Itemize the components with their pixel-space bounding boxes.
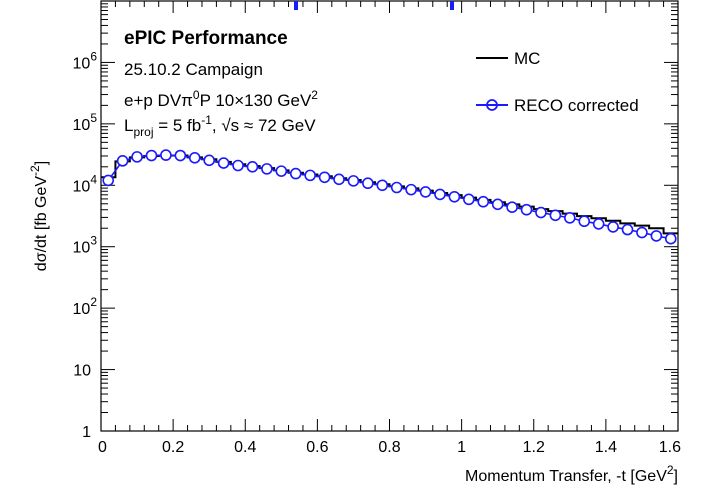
y-tick-label: 104 — [73, 172, 98, 195]
reco-marker — [232, 159, 244, 172]
x-tick-label: 0.2 — [162, 439, 184, 456]
reco-marker — [261, 163, 273, 175]
reco-marker — [188, 152, 201, 164]
reco-marker — [318, 171, 331, 184]
x-tick-label: 1.2 — [523, 439, 545, 456]
reco-marker — [174, 149, 187, 162]
mc-histogram-line — [101, 154, 678, 235]
x-tick-label: 1 — [457, 439, 466, 456]
y-axis-title-close: ] — [33, 161, 50, 165]
y-tick-label: 106 — [73, 49, 98, 72]
reco-marker — [362, 177, 374, 190]
x-axis-title-main: Momentum Transfer, -t [GeV — [465, 468, 667, 485]
legend: MC RECO corrected — [476, 49, 639, 115]
x-tick-label: 1.4 — [595, 439, 617, 456]
reco-marker — [520, 203, 533, 216]
y-tick-label: 103 — [73, 234, 98, 257]
reco-marker — [304, 169, 316, 182]
lumi-exp: -1 — [201, 113, 212, 127]
reco-marker — [102, 174, 115, 187]
series-layer — [101, 149, 678, 245]
legend-reco-label: RECO corrected — [514, 96, 639, 115]
y-axis-title-main: dσ/dt [fb GeV — [33, 176, 50, 272]
x-tick-label: 0.6 — [306, 439, 328, 456]
y-tick-base: 10 — [73, 301, 91, 318]
y-tick-label: 1 — [82, 424, 91, 441]
reco-marker — [463, 193, 475, 206]
x-axis-title-exp: 2 — [667, 463, 674, 477]
reco-marker — [405, 183, 417, 196]
reco-marker — [506, 201, 518, 213]
y-axis-title-exp: -2 — [28, 165, 42, 176]
reco-marker — [217, 157, 230, 169]
y-tick-exp: 3 — [90, 234, 97, 248]
reco-marker — [289, 167, 302, 180]
annotation-lumi: Lproj = 5 fb-1, √s ≈ 72 GeV — [124, 113, 316, 139]
x-axis-title: Momentum Transfer, -t [GeV2] — [465, 463, 678, 485]
process-text: e+p DVπ — [124, 91, 193, 110]
process-text-2: P 10×130 GeV — [200, 91, 312, 110]
reco-marker — [650, 230, 663, 242]
y-tick-exp: 4 — [90, 172, 97, 186]
reco-marker — [491, 198, 504, 211]
reco-marker — [275, 165, 288, 177]
reco-marker — [621, 223, 634, 236]
legend-mc-label: MC — [514, 49, 540, 68]
reco-marker — [549, 209, 562, 222]
y-tick-exp: 5 — [90, 111, 97, 125]
reco-marker — [448, 190, 461, 203]
reco-marker — [419, 186, 432, 198]
x-axis-title-close: ] — [674, 468, 678, 485]
reco-line — [107, 154, 671, 240]
x-tick-label: 0.8 — [378, 439, 400, 456]
legend-reco-marker — [486, 99, 498, 111]
y-tick-label: 10 — [73, 363, 91, 380]
reco-marker — [434, 188, 446, 201]
y-axis-title: dσ/dt [fb GeV-2] — [28, 161, 50, 271]
y-tick-label: 105 — [73, 111, 98, 134]
reco-marker — [535, 206, 547, 219]
y-tick-label: 102 — [73, 295, 98, 318]
reco-marker — [246, 160, 259, 173]
reco-marker — [145, 149, 158, 162]
annotation-campaign: 25.10.2 Campaign — [124, 60, 263, 79]
x-tick-label: 0.4 — [234, 439, 256, 456]
reco-marker — [607, 221, 619, 233]
reco-marker — [116, 155, 129, 167]
x-tick-label: 0 — [98, 439, 107, 456]
reco-marker — [376, 179, 389, 192]
reco-marker — [578, 215, 591, 228]
reco-marker — [333, 173, 345, 186]
y-tick-exp: 6 — [90, 49, 97, 63]
lumi-comma: , √s ≈ 72 GeV — [212, 116, 316, 135]
y-tick-base: 10 — [73, 117, 91, 134]
reco-marker — [477, 195, 490, 208]
annotation-title: ePIC Performance — [124, 28, 288, 49]
reco-marker — [636, 226, 648, 239]
process-pi-sup: 0 — [193, 88, 200, 102]
reco-marker — [564, 212, 576, 224]
reco-marker — [203, 154, 215, 167]
lumi-val: = 5 fb — [153, 116, 201, 135]
reco-marker — [131, 151, 143, 163]
y-tick-base: 10 — [73, 240, 91, 257]
y-tick-base: 10 — [73, 178, 91, 195]
y-tick-exp: 2 — [90, 295, 97, 309]
lumi-L: L — [124, 116, 133, 135]
reco-marker — [347, 175, 360, 187]
reco-marker — [160, 149, 172, 161]
x-axis: 0 0.2 0.4 0.6 0.8 1 1.2 1.4 1.6 — [98, 1, 681, 456]
x-tick-label: 1.6 — [659, 439, 681, 456]
lumi-sub: proj — [133, 125, 153, 139]
process-exp: 2 — [311, 88, 318, 102]
annotation-process: e+p DVπ0P 10×130 GeV2 — [124, 88, 318, 110]
y-tick-base: 10 — [73, 55, 91, 72]
reco-marker — [390, 181, 403, 194]
reco-marker — [664, 232, 677, 245]
reco-marker — [592, 218, 605, 230]
